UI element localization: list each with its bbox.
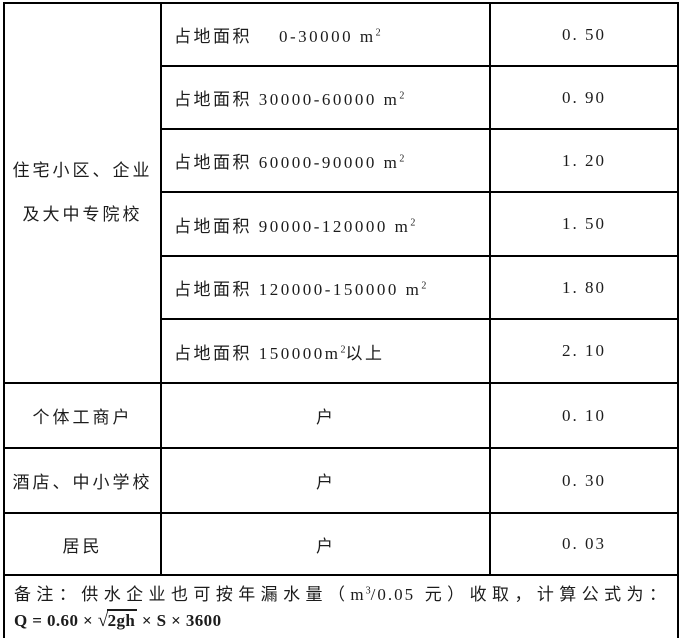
area-range-suffix: 以上 [345,343,385,363]
area-range-cell: 占地面积 30000-60000 m2 [160,65,491,130]
rate-value-cell: 0. 03 [489,512,679,576]
rate-value-cell: 0. 10 [489,382,679,449]
superscript: 2 [375,27,381,39]
category-line-1: 住宅小区、企业 [12,161,153,180]
area-range-cell: 占地面积 60000-90000 m2 [160,128,491,193]
superscript: 2 [399,153,405,165]
area-range-label: 占地面积 120000-150000 m [174,280,422,299]
table-row: 备注：供水企业也可按年漏水量（m3/0.05 元）收取，计算公式为： Q = 0… [3,574,679,638]
rate-value-cell: 0. 90 [489,65,679,130]
table-row: 占地面积 90000-120000 m2 1. 50 [4,191,679,257]
area-range-label: 占地面积 90000-120000 m [174,216,411,236]
superscript: 2 [399,90,405,102]
category-cell-hotel-school: 酒店、中小学校 [3,447,162,514]
table-row: 占地面积 60000-90000 m2 1. 20 [4,128,679,193]
superscript: 2 [340,343,346,355]
unit-cell: 户 [160,447,491,514]
unit-cell: 户 [160,382,491,449]
rate-value-cell: 1. 80 [489,255,679,320]
table-row: 住宅小区、企业 及大中专院校 占地面积 0-30000 m2 0. 50 [3,2,679,384]
note-prefix: 备注：供水企业也可按年漏水量（m [14,585,366,604]
superscript: 2 [421,280,427,292]
area-range-label: 占地面积 30000-60000 m [174,90,400,109]
rate-value-cell: 2. 10 [489,318,679,384]
table-row: 个体工商户 户 0. 10 [3,382,679,449]
rate-value-cell: 1. 20 [489,128,679,193]
category-cell-business: 个体工商户 [3,382,162,449]
category-line-2: 及大中专院校 [22,205,143,224]
note-text: 备注：供水企业也可按年漏水量（m3/0.05 元）收取，计算公式为： [14,583,668,607]
area-range-cell: 占地面积 150000m2以上 [160,318,491,384]
formula-radicand: 2gh [106,609,138,630]
table-row: 占地面积 30000-60000 m2 0. 90 [4,65,679,130]
superscript: 2 [410,216,416,228]
formula-suffix: × S × 3600 [137,611,222,630]
square-root-symbol: √ [97,610,109,631]
area-range-cell: 占地面积 0-30000 m2 [160,2,491,67]
note-cell: 备注：供水企业也可按年漏水量（m3/0.05 元）收取，计算公式为： Q = 0… [3,574,679,638]
category-cell-resident: 居民 [3,512,162,576]
formula: Q = 0.60 × √2gh × S × 3600 [14,609,668,633]
rate-value-cell: 0. 30 [489,447,679,514]
note-suffix: /0.05 元）收取，计算公式为： [370,585,668,604]
table-row: 居民 户 0. 03 [3,512,679,576]
water-leakage-fee-table: 住宅小区、企业 及大中专院校 占地面积 0-30000 m2 0. 50 占地面… [3,2,679,638]
area-range-label: 占地面积 0-30000 m [174,27,376,46]
area-range-label: 占地面积 60000-90000 m [174,153,400,172]
superscript: 3 [365,585,371,597]
table-row: 酒店、中小学校 户 0. 30 [3,447,679,514]
table-row: 占地面积 150000m2以上 2. 10 [4,318,679,384]
rate-value-cell: 0. 50 [489,2,679,67]
area-range-cell: 占地面积 120000-150000 m2 [160,255,491,320]
area-range-label: 占地面积 150000m [174,343,341,363]
area-range-cell: 占地面积 90000-120000 m2 [160,191,491,257]
rate-value-cell: 1. 50 [489,191,679,257]
unit-cell: 户 [160,512,491,576]
formula-prefix: Q = 0.60 × [14,611,98,630]
category-cell-residential: 住宅小区、企业 及大中专院校 [3,2,162,384]
table-row: 占地面积 120000-150000 m2 1. 80 [4,255,679,320]
